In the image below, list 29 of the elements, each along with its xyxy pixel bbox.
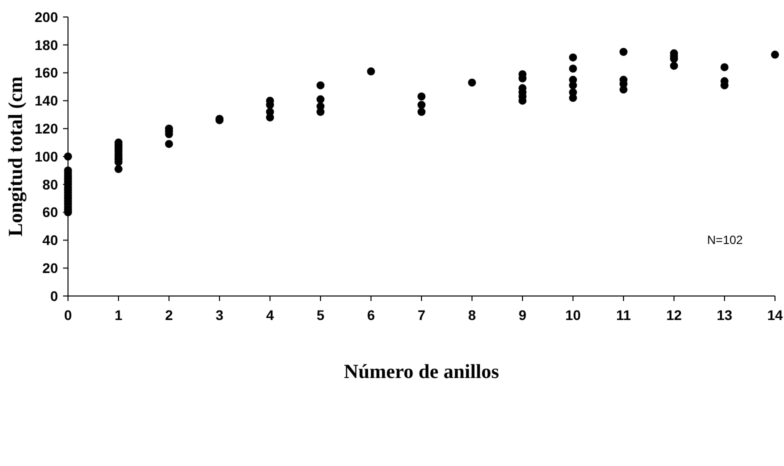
annotation: N=102 — [707, 233, 744, 248]
y-tick-label: 0 — [50, 288, 58, 304]
x-tick-label: 8 — [468, 307, 476, 323]
x-tick-label: 2 — [165, 307, 174, 323]
y-tick-label: 160 — [34, 64, 58, 81]
y-tick-label: 20 — [42, 260, 58, 276]
y-tick-label: 80 — [42, 176, 58, 192]
x-tick-label: 6 — [367, 307, 376, 323]
x-tick-label: 5 — [316, 307, 325, 323]
x-axis-title: Número de anillos — [344, 361, 500, 383]
x-tick-label: 13 — [716, 307, 732, 323]
y-axis-title: Longitud total (cm — [5, 76, 27, 236]
y-tick-label: 140 — [34, 92, 58, 109]
y-tick-label: 180 — [34, 36, 58, 53]
y-tick-label: 120 — [34, 120, 58, 136]
x-tick-label: 12 — [666, 307, 682, 323]
y-tick-label: 100 — [34, 148, 58, 164]
x-tick-label: 9 — [518, 307, 527, 323]
x-tick-label: 3 — [216, 307, 224, 323]
y-tick-label: 40 — [42, 232, 58, 248]
x-tick-label: 14 — [767, 307, 783, 323]
x-tick-label: 4 — [266, 307, 274, 323]
y-tick-label: 60 — [42, 204, 58, 220]
x-tick-label: 10 — [565, 307, 581, 323]
x-tick-label: 0 — [64, 307, 72, 323]
x-tick-label: 11 — [616, 307, 632, 323]
x-tick-label: 7 — [418, 307, 426, 323]
x-tick-label: 1 — [114, 307, 123, 323]
y-tick-label: 200 — [34, 8, 58, 25]
